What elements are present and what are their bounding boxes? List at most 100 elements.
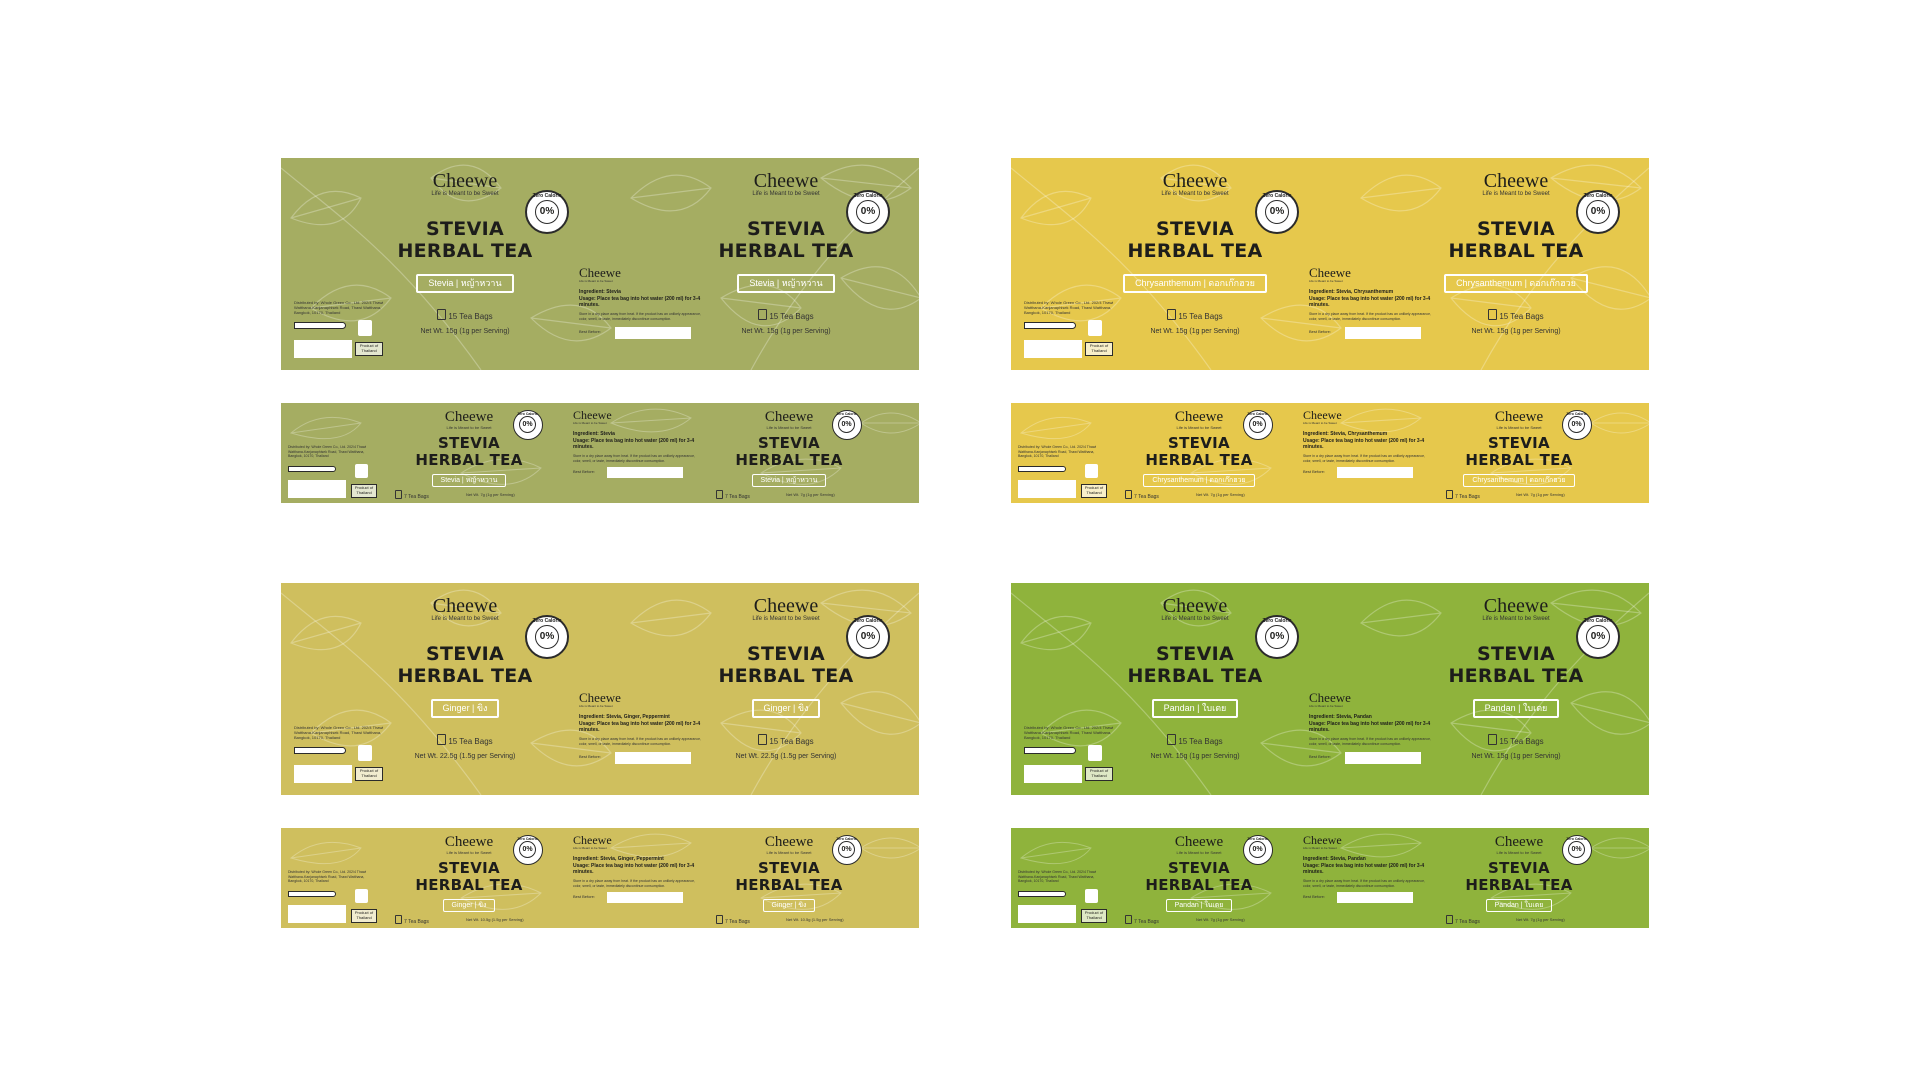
- recycle-icon: [355, 464, 368, 478]
- product-title-line1: STEVIA: [1168, 859, 1230, 877]
- zero-calorie-badge: Zero Calorie 0%: [1255, 190, 1299, 234]
- product-of-thailand: Product of Thailand: [351, 909, 377, 923]
- tea-bag-icon: [1446, 915, 1453, 924]
- badge-percent: 0%: [1249, 841, 1266, 858]
- zero-calorie-badge: Zero Calorie 0%: [1243, 835, 1273, 865]
- usage-text: Usage: Place tea bag into hot water (200…: [579, 721, 701, 733]
- ingredient-text: Ingredient: Stevia, Pandan: [1309, 714, 1372, 720]
- tea-bag-icon: [1125, 915, 1132, 924]
- barcode-area: [1018, 905, 1076, 923]
- brand-logo: Cheewe: [444, 409, 494, 425]
- front-panel: Cheewe Life is Meant to be Sweet STEVIA …: [1444, 828, 1594, 912]
- brand-tagline: Life is Meant to be Sweet: [766, 850, 812, 855]
- stevia-label-15-bags: Distributed by: Whole Green Co., Ltd. 20…: [281, 158, 919, 370]
- brand-logo: Cheewe: [764, 834, 814, 850]
- brand-logo: Cheewe: [1483, 595, 1549, 617]
- badge-caption: Zero Calorie: [517, 837, 538, 841]
- tea-bag-count: 15 Tea Bags: [1416, 309, 1616, 322]
- distributor-text: Distributed by: Whole Green Co., Ltd. 20…: [294, 300, 384, 315]
- brand-tagline-small: Life is Meant to be Sweet: [579, 279, 613, 283]
- product-title-line1: STEVIA: [758, 859, 820, 877]
- badge-caption: Zero Calorie: [1247, 837, 1268, 841]
- badge-caption: Zero Calorie: [1262, 618, 1292, 624]
- brand-tagline-small: Life is Meant to be Sweet: [573, 846, 607, 850]
- brand-tagline: Life is Meant to be Sweet: [1176, 425, 1222, 430]
- best-before-label: Best Before:: [1309, 329, 1332, 334]
- ginger-label-15-bags: Distributed by: Whole Green Co., Ltd. 20…: [281, 583, 919, 795]
- product-title-line2: HERBAL TEA: [735, 876, 843, 894]
- brand-tagline: Life is Meant to be Sweet: [766, 425, 812, 430]
- front-panel: Cheewe Life is Meant to be Sweet STEVIA …: [1095, 158, 1295, 336]
- badge-caption: Zero Calorie: [1262, 193, 1292, 199]
- flavor-tag: Pandan | ใบเตย: [1151, 699, 1239, 718]
- badge-caption: Zero Calorie: [517, 412, 538, 416]
- best-before-label: Best Before:: [579, 754, 602, 759]
- usage-text: Usage: Place tea bag into hot water (200…: [1303, 438, 1425, 450]
- brand-logo: Cheewe: [1174, 834, 1224, 850]
- bag-count-text: 7 Tea Bags: [1455, 919, 1480, 925]
- net-weight: Net Wt. 15g (1g per Serving): [1150, 753, 1240, 760]
- best-before-label: Best Before:: [573, 894, 596, 899]
- badge-percent: 0%: [838, 841, 855, 858]
- tea-bag-count: 7 Tea Bags: [716, 915, 750, 925]
- ingredient-text: Ingredient: Stevia, Ginger, Peppermint: [573, 856, 664, 862]
- best-before-box: [1345, 327, 1421, 339]
- product-title-line1: STEVIA: [1488, 859, 1550, 877]
- usage-text: Usage: Place tea bag into hot water (200…: [573, 863, 695, 875]
- best-before: Best Before:: [1309, 327, 1439, 339]
- bag-count-text: 15 Tea Bags: [769, 312, 814, 321]
- product-title-line1: STEVIA: [1488, 434, 1550, 452]
- info-panel: Cheewe Life is Meant to be Sweet Ingredi…: [579, 691, 709, 764]
- product-title-line2: HERBAL TEA: [1448, 240, 1584, 262]
- badge-percent: 0%: [1249, 416, 1266, 433]
- best-before-label: Best Before:: [1309, 754, 1332, 759]
- tea-bag-icon: [395, 915, 402, 924]
- tea-bag-icon: [1446, 490, 1453, 499]
- product-title-line2: HERBAL TEA: [1465, 876, 1573, 894]
- badge-caption: Zero Calorie: [836, 412, 857, 416]
- storage-text: Store in a dry place away from heat. If …: [573, 879, 695, 888]
- badge-percent: 0%: [535, 625, 559, 649]
- certification-badge: [1018, 466, 1066, 472]
- certification-badge: [1024, 322, 1076, 329]
- badge-percent: 0%: [535, 200, 559, 224]
- bag-count-text: 7 Tea Bags: [725, 494, 750, 500]
- recycle-icon: [1085, 889, 1098, 903]
- flavor-tag: Chrysanthemum | ดอกเก๊กฮวย: [1123, 274, 1267, 293]
- tea-bag-icon: [1488, 734, 1498, 745]
- brand-tagline: Life is Meant to be Sweet: [1496, 425, 1542, 430]
- badge-percent: 0%: [856, 200, 880, 224]
- tea-bag-count: 15 Tea Bags: [1095, 734, 1295, 747]
- net-weight: Net Wt. 15g (1g per Serving): [1150, 328, 1240, 335]
- flavor-tag: Ginger | ขิง: [762, 899, 816, 912]
- product-title-line2: HERBAL TEA: [718, 240, 854, 262]
- zero-calorie-badge: Zero Calorie 0%: [1243, 410, 1273, 440]
- storage-text: Store in a dry place away from heat. If …: [1309, 312, 1431, 321]
- brand-logo-small: Cheewe: [1309, 690, 1351, 705]
- bag-count-text: 7 Tea Bags: [1134, 494, 1159, 500]
- distributor-text: Distributed by: Whole Green Co., Ltd. 20…: [288, 870, 367, 883]
- brand-logo: Cheewe: [753, 170, 819, 192]
- best-before-box: [607, 467, 683, 478]
- distributor-text: Distributed by: Whole Green Co., Ltd. 20…: [1018, 445, 1097, 458]
- product-title-line1: STEVIA: [1477, 643, 1555, 665]
- bag-count-text: 7 Tea Bags: [725, 919, 750, 925]
- zero-calorie-badge: Zero Calorie 0%: [846, 615, 890, 659]
- tea-bag-icon: [1488, 309, 1498, 320]
- bag-count-text: 15 Tea Bags: [769, 737, 814, 746]
- tea-bag-count: 15 Tea Bags: [365, 734, 565, 747]
- usage-text: Usage: Place tea bag into hot water (200…: [573, 438, 695, 450]
- tea-bag-count: 15 Tea Bags: [686, 309, 886, 322]
- badge-caption: Zero Calorie: [1583, 193, 1613, 199]
- best-before-label: Best Before:: [573, 469, 596, 474]
- brand-tagline: Life is Meant to be Sweet: [446, 850, 492, 855]
- flavor-tag: Chrysanthemum | ดอกเก๊กฮวย: [1444, 274, 1588, 293]
- product-of-thailand: Product of Thailand: [355, 767, 383, 781]
- best-before-label: Best Before:: [579, 329, 602, 334]
- badge-caption: Zero Calorie: [532, 193, 562, 199]
- recycle-icon: [358, 320, 372, 336]
- tea-bag-icon: [1125, 490, 1132, 499]
- front-panel: Cheewe Life is Meant to be Sweet STEVIA …: [686, 583, 886, 761]
- barcode-area: [1018, 480, 1076, 498]
- info-panel: Cheewe Life is Meant to be Sweet Ingredi…: [1309, 266, 1439, 339]
